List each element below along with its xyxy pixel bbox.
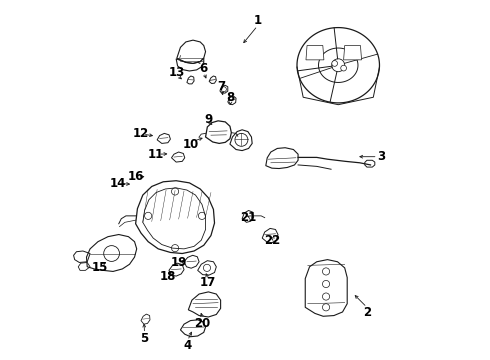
Text: 5: 5	[141, 332, 148, 345]
Circle shape	[332, 60, 338, 66]
Text: 16: 16	[127, 170, 144, 183]
Text: 15: 15	[92, 261, 108, 274]
Text: 22: 22	[264, 234, 280, 247]
Text: 19: 19	[171, 256, 187, 269]
Text: 14: 14	[109, 177, 126, 190]
Text: 9: 9	[204, 113, 213, 126]
Text: 4: 4	[183, 339, 192, 352]
Polygon shape	[343, 45, 362, 60]
Text: 11: 11	[147, 148, 164, 161]
Text: 10: 10	[183, 138, 199, 150]
Text: 17: 17	[199, 276, 216, 289]
Text: 8: 8	[226, 91, 235, 104]
Text: 20: 20	[194, 317, 210, 330]
Text: 7: 7	[218, 80, 226, 93]
Text: 12: 12	[133, 127, 149, 140]
Text: 13: 13	[169, 66, 185, 79]
Polygon shape	[306, 45, 324, 60]
Text: 1: 1	[253, 14, 262, 27]
Circle shape	[341, 65, 346, 71]
Text: 18: 18	[160, 270, 176, 283]
Text: 21: 21	[241, 211, 257, 224]
Text: 6: 6	[199, 62, 208, 75]
Text: 2: 2	[363, 306, 371, 319]
Text: 3: 3	[377, 150, 385, 163]
